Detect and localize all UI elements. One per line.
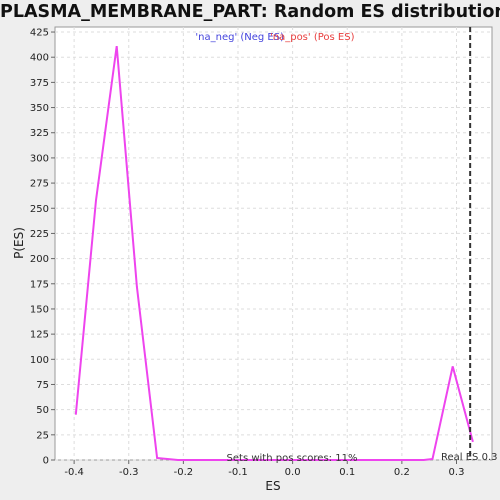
y-tick-label: 0: [43, 456, 49, 467]
y-tick-label: 25: [36, 430, 49, 441]
real-es-label: Real ES 0.3: [441, 452, 497, 463]
y-tick-label: 375: [30, 78, 49, 89]
legend-entry-pos: 'na_pos' (Pos ES): [270, 32, 355, 43]
y-tick-label: 150: [30, 304, 49, 315]
grid-lines: [55, 27, 492, 461]
y-tick-label: 100: [30, 355, 49, 366]
y-tick-label: 75: [36, 380, 49, 391]
y-tick-label: 400: [30, 53, 49, 64]
series-line-na-pos: [74, 45, 474, 461]
x-tick-label: -0.4: [64, 467, 84, 478]
y-tick-label: 425: [30, 28, 49, 39]
y-axis-label: P(ES): [12, 227, 26, 259]
pos-scores-annotation: Sets with pos scores: 11%: [227, 453, 358, 464]
y-tick-label: 250: [30, 204, 49, 215]
x-tick-label: 0.0: [285, 467, 301, 478]
y-tick-label: 300: [30, 153, 49, 164]
y-tick-label: 350: [30, 103, 49, 114]
x-tick-label: -0.2: [174, 467, 194, 478]
y-tick-label: 50: [36, 405, 49, 416]
legend-entry-neg: 'na_neg' (Neg ES): [195, 32, 284, 43]
x-tick-label: 0.3: [449, 467, 465, 478]
x-tick-label: -0.1: [228, 467, 248, 478]
x-tick-label: -0.3: [119, 467, 139, 478]
y-axis: 0 25 50 75 100 125 150 175 200 225 250 275 300 325 350…: [30, 28, 55, 467]
chart-title: PLASMA_MEMBRANE_PART: Random ES distribu…: [0, 2, 500, 22]
x-tick-label: 0.2: [394, 467, 410, 478]
y-tick-label: 325: [30, 128, 49, 139]
y-tick-label: 225: [30, 229, 49, 240]
y-tick-label: 275: [30, 179, 49, 190]
y-tick-label: 125: [30, 330, 49, 341]
plot-area: [54, 26, 493, 461]
x-tick-label: 0.1: [339, 467, 355, 478]
y-tick-label: 175: [30, 279, 49, 290]
y-tick-label: 200: [30, 254, 49, 265]
x-axis-label: ES: [265, 479, 280, 493]
